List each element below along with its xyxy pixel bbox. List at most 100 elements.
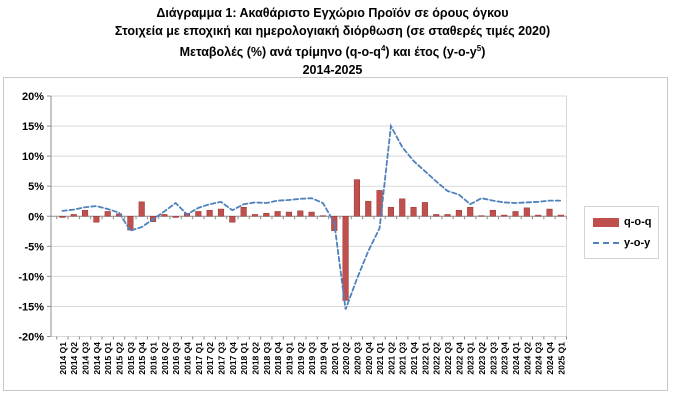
y-axis-label: 5%: [28, 181, 44, 193]
qoq-bar: [229, 216, 236, 223]
qoq-bar: [512, 211, 519, 217]
yoy-line: [61, 123, 562, 310]
qoq-bar: [172, 216, 179, 218]
qoq-bar: [319, 215, 326, 217]
qoq-bar-swatch-icon: [593, 217, 619, 227]
x-axis-label: 2019 Q1: [284, 342, 294, 375]
y-axis-label: -15%: [18, 301, 44, 313]
x-axis-label: 2019 Q2: [296, 342, 306, 375]
qoq-bar: [523, 207, 530, 217]
legend-item-yoy: y-o-y: [593, 237, 658, 249]
qoq-bar: [433, 214, 440, 217]
x-axis-label: 2023 Q2: [477, 342, 487, 375]
yoy-line-swatch-icon: [593, 242, 619, 244]
x-axis-label: 2025 Q1: [556, 342, 566, 375]
qoq-bar: [59, 216, 66, 218]
qoq-bar: [161, 214, 168, 217]
x-axis-label: 2020 Q3: [352, 342, 362, 375]
qoq-bar: [467, 206, 474, 217]
footnote-ref-4: 4: [380, 44, 386, 53]
qoq-bar: [93, 216, 100, 223]
x-axis-label: 2018 Q4: [273, 342, 283, 375]
x-axis-label: 2021 Q3: [398, 342, 408, 375]
x-axis-label: 2017 Q2: [205, 342, 215, 375]
y-axis-label: 10%: [22, 151, 44, 163]
qoq-bar: [546, 208, 553, 217]
qoq-bar: [410, 206, 417, 217]
x-axis-label: 2022 Q2: [432, 342, 442, 375]
qoq-bar: [240, 206, 247, 217]
x-axis-label: 2019 Q3: [307, 342, 317, 375]
qoq-bar: [421, 202, 428, 217]
qoq-bar: [297, 210, 304, 217]
title-line-1: Διάγραμμα 1: Ακαθάριστο Εγχώριο Προϊόν σ…: [156, 6, 509, 20]
legend-label-yoy: y-o-y: [624, 237, 651, 249]
qoq-bar: [342, 216, 349, 301]
x-axis-label: 2018 Q3: [262, 342, 272, 375]
qoq-bar: [376, 190, 383, 217]
qoq-bar: [217, 208, 225, 217]
x-axis-label: 2015 Q3: [126, 342, 136, 375]
legend-item-qoq: q-o-q: [593, 216, 658, 228]
x-axis-label: 2021 Q2: [386, 342, 396, 375]
x-axis-label: 2015 Q1: [103, 342, 113, 375]
qoq-bar: [195, 211, 202, 217]
y-axis-label: 0%: [28, 211, 44, 223]
qoq-bar: [274, 211, 281, 217]
qoq-bar: [489, 209, 496, 217]
qoq-bar: [365, 200, 372, 217]
x-axis-label: 2022 Q3: [443, 342, 453, 375]
qoq-bar: [535, 214, 542, 217]
qoq-bar: [308, 211, 315, 217]
x-axis-label: 2017 Q3: [216, 342, 226, 375]
legend-label-qoq: q-o-q: [624, 216, 652, 228]
chart-title: Διάγραμμα 1: Ακαθάριστο Εγχώριο Προϊόν σ…: [0, 4, 665, 79]
x-axis-label: 2023 Q4: [500, 342, 510, 375]
legend: q-o-q y-o-y: [584, 206, 659, 259]
x-axis-label: 2024 Q3: [534, 342, 544, 375]
x-axis-label: 2016 Q2: [160, 342, 170, 375]
qoq-bar: [263, 212, 270, 217]
x-axis-label: 2018 Q2: [250, 342, 260, 375]
x-axis-label: 2014 Q1: [58, 342, 68, 375]
x-axis-label: 2024 Q4: [545, 342, 555, 375]
chart-box: 20% 15% 10% 5% 0% -5% -10% -15% -20% 2014 Q1 2014 …: [3, 77, 668, 391]
title-line-2: Στοιχεία με εποχική και ημερολογιακή διό…: [114, 24, 551, 38]
x-axis-label: 2020 Q2: [341, 342, 351, 375]
qoq-bar: [104, 211, 111, 217]
x-axis-label: 2017 Q4: [228, 342, 238, 375]
qoq-bar: [501, 214, 508, 217]
x-axis-label: 2015 Q4: [137, 342, 147, 375]
qoq-bar: [353, 179, 360, 217]
qoq-bar: [127, 216, 134, 231]
qoq-bar: [478, 215, 485, 217]
qoq-bar: [251, 214, 259, 217]
qoq-bar: [285, 211, 293, 217]
y-axis-label: -20%: [18, 332, 44, 344]
x-axis-label: 2014 Q2: [69, 342, 79, 375]
qoq-bar: [138, 201, 145, 217]
qoq-bar: [387, 206, 394, 217]
x-axis-label: 2024 Q1: [511, 342, 521, 375]
x-axis-label: 2014 Q4: [92, 342, 102, 375]
x-axis-label: 2016 Q4: [183, 342, 193, 375]
x-axis-label: 2014 Q3: [81, 342, 91, 375]
x-axis-label: 2020 Q1: [330, 342, 340, 375]
x-axis-label: 2023 Q3: [488, 342, 498, 375]
y-axis-label: 20%: [22, 91, 44, 103]
x-axis-label: 2017 Q1: [194, 342, 204, 375]
x-axis-label: 2021 Q4: [409, 342, 419, 375]
y-axis-label: -10%: [18, 271, 44, 283]
y-axis-label: 15%: [22, 121, 44, 133]
qoq-bar: [399, 198, 406, 217]
footnote-ref-5: 5: [476, 44, 482, 53]
qoq-bar: [82, 209, 89, 217]
title-line-3: Μεταβολές (%) ανά τρίμηνο (q-o-q4) και έ…: [179, 44, 486, 60]
x-axis-label: 2023 Q1: [466, 342, 476, 375]
x-axis-label: 2019 Q4: [318, 342, 328, 375]
x-axis-label: 2024 Q2: [522, 342, 532, 375]
x-axis-label: 2022 Q4: [454, 342, 464, 375]
x-axis-label: 2020 Q4: [364, 342, 374, 375]
qoq-bar: [444, 214, 451, 217]
qoq-bar: [70, 214, 77, 217]
